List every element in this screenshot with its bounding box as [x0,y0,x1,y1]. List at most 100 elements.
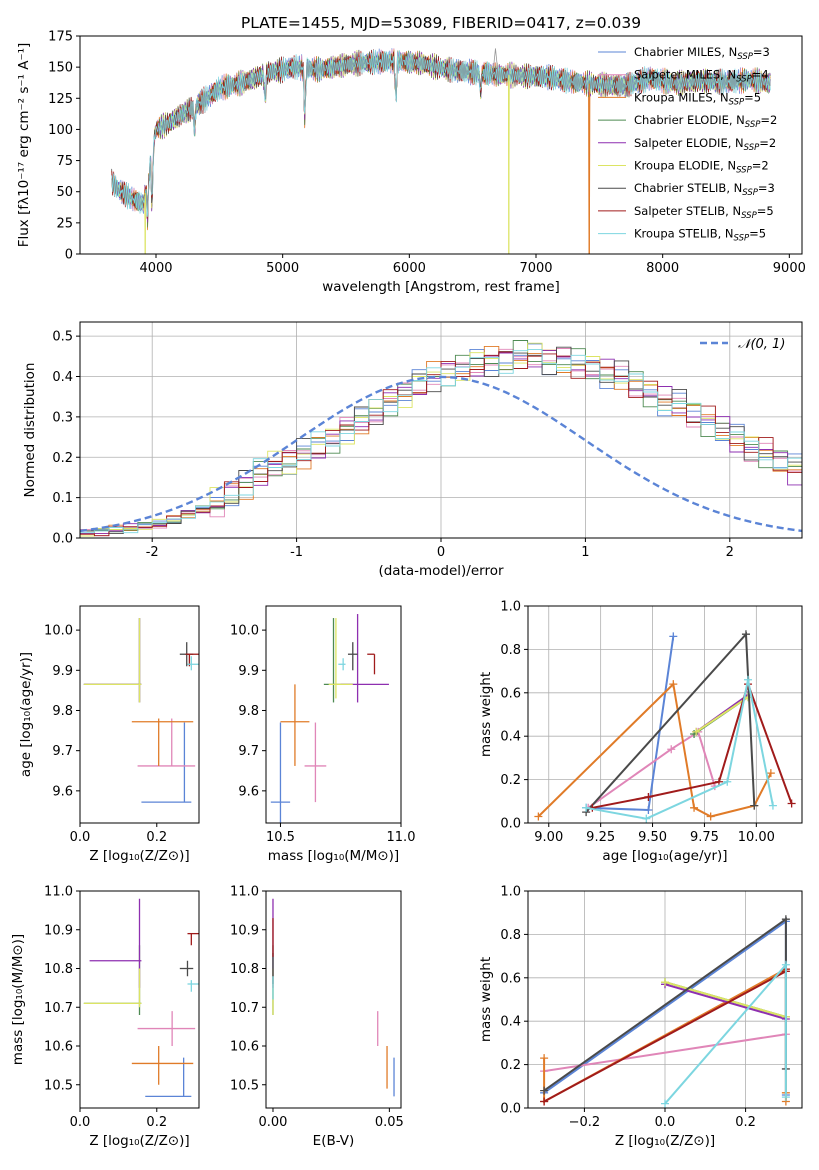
weight-marker [768,801,777,810]
point-4 [323,618,353,703]
y-tick-label: 125 [48,92,73,107]
weight-marker [669,632,678,641]
chart-residuals: -2 -1 0 1 2 0.0 0.1 0.2 0.3 0.4 0.5 (data-model)/er… [22,321,803,579]
point-3 [131,718,194,766]
y-tick-label: 9.6 [52,784,73,799]
x-tick-label: 0.0 [655,1115,676,1130]
y-axis-label: mass [log₁₀(M/M⊙)] [10,934,26,1065]
y-tick-label: 9.9 [238,664,259,679]
y-axis-label: Flux [fλ10⁻¹⁷ erg cm⁻² s⁻¹ A⁻¹] [16,43,32,248]
weight-marker [644,792,653,801]
y-tick-label: 10.7 [230,1001,259,1016]
chart-age-vs-mass: 10.5 11.0 9.6 9.7 9.8 9.9 10.0 mass [log₁₀(M/M⊙… [230,605,416,864]
y-tick-label: 1.0 [500,885,521,900]
x-tick-label: 11.0 [387,830,416,845]
x-tick-label: 9000 [773,261,806,276]
y-tick-label: 0.4 [500,730,521,745]
y-tick-label: 11.0 [230,885,259,900]
weight-marker [669,680,678,689]
weight-marker [766,769,775,778]
y-tick-label: 0.2 [52,451,73,466]
x-tick-label: 8000 [646,261,679,276]
x-tick-label: 0.05 [375,1115,404,1130]
plot-area [83,618,199,803]
histogram-5 [80,350,802,535]
weight-line-2 [587,730,716,809]
weight-marker [714,777,723,786]
y-tick-label: 25 [56,216,73,231]
x-tick-label: 6000 [393,261,426,276]
histogram-7 [80,346,802,535]
weight-marker [750,801,759,810]
plot-area [270,614,389,823]
point-6 [83,618,142,703]
x-tick-label: 9.25 [586,830,615,845]
point-5 [340,614,389,703]
legend-label: Salpeter STELIB, NSSP=5 [634,204,774,221]
y-tick-label: 0.2 [500,1058,521,1073]
weight-marker [661,978,669,987]
weight-marker [723,777,732,786]
y-tick-label: 10.0 [44,624,73,639]
point-7 [179,960,194,977]
x-tick-label: -1 [290,545,303,560]
weight-line-3 [537,682,772,818]
x-axis-label: Z [log₁₀(Z/Z⊙)] [615,1133,715,1149]
weight-marker [661,1099,669,1108]
x-axis-label: E(B-V) [313,1133,355,1149]
x-tick-label: 9.50 [638,830,667,845]
axes-frame [527,605,803,824]
chart-mass-vs-Z: 0.0 0.2 10.5 10.6 10.7 10.8 10.9 11.0 Z [log₁₀(Z… [10,885,200,1149]
point-1 [270,722,291,823]
y-tick-label: 0.4 [52,370,73,385]
legend-label: Chabrier STELIB, NSSP=3 [634,181,775,198]
x-tick-label: 0.2 [146,830,167,845]
point-5 [83,618,142,703]
y-tick-label: 10.6 [44,1040,73,1055]
y-tick-label: 0.8 [500,643,521,658]
weight-marker [787,799,796,808]
x-tick-label: 2 [726,545,734,560]
axes-frame [265,890,402,1109]
axes-frame [79,890,200,1109]
x-axis-label: Z [log₁₀(Z/Z⊙)] [89,1133,189,1149]
y-tick-label: 9.8 [238,704,259,719]
weight-line-1 [586,636,675,812]
x-tick-label: 0.00 [259,1115,288,1130]
chart-mass-vs-ebv: 0.00 0.05 10.5 10.6 10.7 10.8 10.9 11.0 E(B-V) [230,885,404,1150]
histogram-3 [80,345,802,535]
weight-marker [582,803,591,812]
plot-area [534,630,796,823]
y-axis-label: Normed distribution [22,363,38,498]
y-tick-label: 150 [48,61,73,76]
y-axis-label: age [log₁₀(age/yr)] [18,652,34,777]
weight-marker [534,812,543,821]
x-tick-label: 5000 [266,261,299,276]
point-2 [304,722,327,803]
point-3 [280,684,310,766]
weight-line-9 [585,679,774,820]
plot-area [272,898,395,1097]
y-tick-label: 9.7 [52,744,73,759]
point-5 [89,898,142,988]
legend-label: Kroupa MILES, NSSP=5 [634,90,761,107]
x-tick-label: 9.00 [534,830,563,845]
point-4 [83,618,142,703]
x-tick-label: 0 [437,545,445,560]
point-1 [141,722,192,803]
weight-marker [692,727,701,736]
x-tick-label: -2 [146,545,159,560]
weight-marker [540,1086,549,1095]
y-tick-label: 9.8 [52,704,73,719]
plot-area [111,48,771,254]
weight-line-6 [695,696,749,733]
x-tick-label: 1 [581,545,589,560]
point-3 [131,1046,194,1085]
weight-marker [644,805,653,814]
x-tick-label: 10.00 [738,830,775,845]
y-tick-label: 9.7 [238,744,259,759]
weight-marker [741,630,750,639]
y-tick-label: 1.0 [500,600,521,615]
y-tick-label: 0.2 [500,773,521,788]
point-6 [328,618,353,699]
